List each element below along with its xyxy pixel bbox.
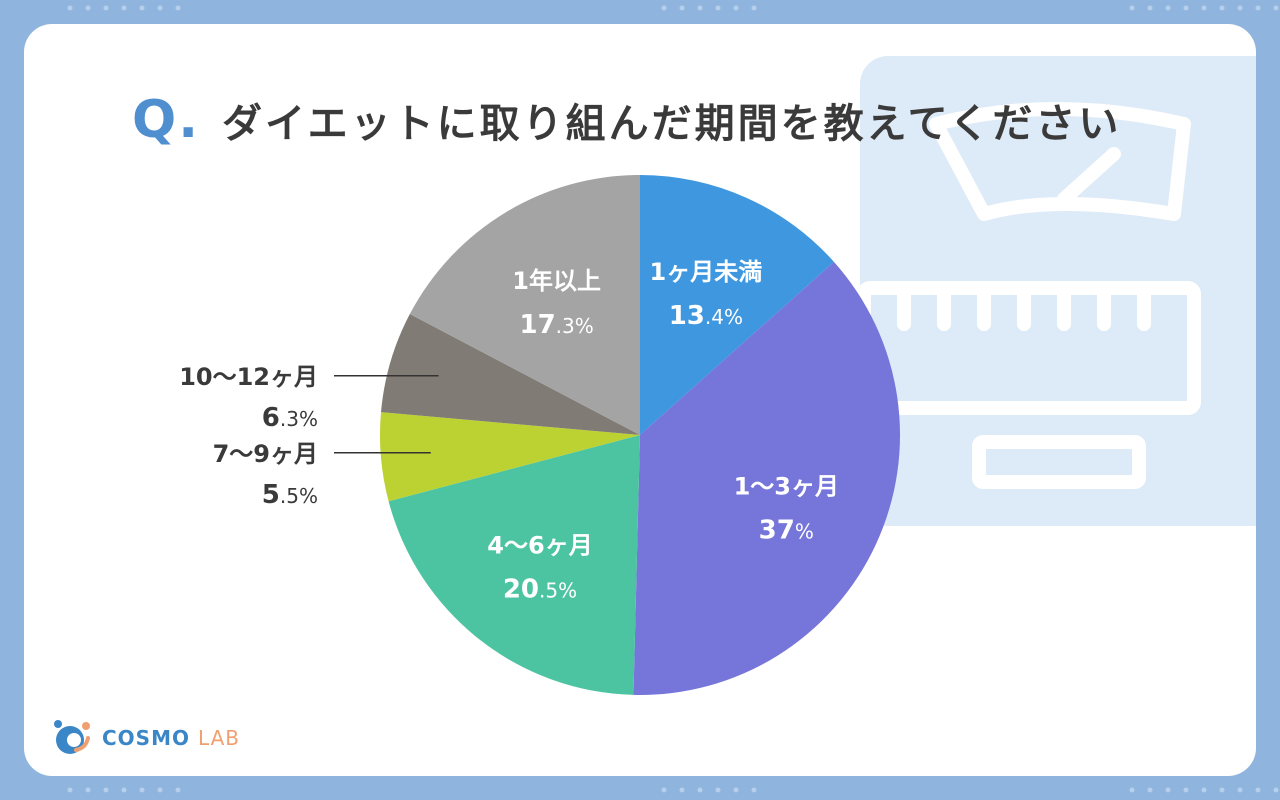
slice-label: 4〜6ヶ月 <box>487 531 592 559</box>
pie-slice <box>640 175 834 435</box>
question-title: Q. ダイエットに取り組んだ期間を教えてください <box>132 80 1121 160</box>
page-title: ダイエットに取り組んだ期間を教えてください <box>221 101 1122 147</box>
slice-value: 5.5% <box>262 480 318 510</box>
logo: COSMO LAB <box>50 716 240 760</box>
slice-label: 7〜9ヶ月 <box>213 440 318 468</box>
slice-label: 1ヶ月未満 <box>650 258 763 286</box>
slice-value: 6.3% <box>262 403 318 433</box>
cosmo-lab-logo-icon <box>54 720 90 754</box>
slice-label: 1〜3ヶ月 <box>734 473 839 501</box>
pie-slice <box>633 261 900 696</box>
logo-text: COSMO LAB <box>102 726 240 750</box>
logo-name-main: COSMO <box>102 726 190 750</box>
pie-chart: 1ヶ月未満 13.4% 1〜3ヶ月 37% 4〜6ヶ月 20.5% 7〜9ヶ月 5.5% 10〜… <box>179 175 900 696</box>
pie-slice <box>381 314 640 435</box>
card-panel: Q. ダイエットに取り組んだ期間を教えてください 1ヶ月未満 13.4% 1〜3ヶ月… <box>24 24 1256 776</box>
q-mark: Q. <box>132 90 200 150</box>
slice-value: 37% <box>759 516 814 546</box>
slice-value: 17.3% <box>519 310 593 340</box>
logo-name-sub: LAB <box>197 726 240 750</box>
slice-label: 10〜12ヶ月 <box>179 363 318 391</box>
slice-value: 13.4% <box>669 301 743 331</box>
slice-value: 20.5% <box>503 574 577 604</box>
pie-slice <box>388 435 640 695</box>
slice-label: 1年以上 <box>512 267 601 295</box>
pie-slice <box>380 412 640 502</box>
pie-slice <box>409 175 640 435</box>
